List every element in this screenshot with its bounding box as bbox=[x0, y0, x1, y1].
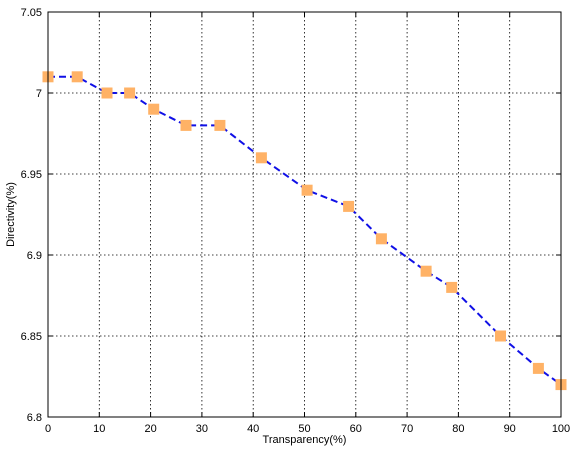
data-point-marker bbox=[255, 152, 267, 164]
x-tick-label: 70 bbox=[401, 423, 413, 435]
data-point-marker bbox=[420, 265, 432, 277]
y-tick-label: 6.85 bbox=[21, 331, 42, 343]
series-group bbox=[42, 71, 567, 391]
y-tick-label: 7.05 bbox=[21, 7, 42, 19]
data-point-marker bbox=[495, 330, 506, 342]
x-tick-label: 30 bbox=[196, 423, 208, 435]
y-tick-label: 7 bbox=[36, 88, 42, 100]
x-tick-label: 100 bbox=[552, 423, 570, 435]
data-point-marker bbox=[124, 87, 136, 99]
ticks bbox=[47, 11, 562, 418]
y-tick-label: 6.8 bbox=[27, 412, 42, 424]
x-tick-label: 0 bbox=[45, 423, 51, 435]
data-point-marker bbox=[71, 71, 83, 83]
x-tick-label: 10 bbox=[93, 423, 105, 435]
data-point-marker bbox=[101, 87, 113, 99]
data-point-marker bbox=[214, 119, 226, 131]
data-point-marker bbox=[446, 281, 458, 293]
data-point-marker bbox=[532, 362, 544, 374]
data-point-marker bbox=[301, 184, 313, 196]
grid bbox=[48, 12, 561, 417]
x-tick-label: 50 bbox=[298, 423, 310, 435]
data-point-marker bbox=[343, 200, 355, 212]
tick-labels: 0 10 20 30 40 50 60 70 80 90 100 6.8 6.85 6.9 6.95 7 7.0… bbox=[21, 7, 571, 435]
x-tick-label: 40 bbox=[247, 423, 259, 435]
y-tick-label: 6.95 bbox=[21, 169, 42, 181]
data-point-marker bbox=[148, 103, 160, 115]
x-tick-label: 60 bbox=[350, 423, 362, 435]
x-tick-label: 80 bbox=[452, 423, 464, 435]
x-tick-label: 20 bbox=[144, 423, 156, 435]
data-point-marker bbox=[375, 233, 387, 245]
x-tick-label: 90 bbox=[504, 423, 516, 435]
series-line bbox=[48, 75, 562, 386]
y-axis-title: Directivity(%) bbox=[5, 182, 17, 247]
data-point-marker bbox=[180, 119, 192, 131]
x-axis-title: Transparency(%) bbox=[263, 434, 347, 446]
y-tick-label: 6.9 bbox=[27, 250, 42, 262]
